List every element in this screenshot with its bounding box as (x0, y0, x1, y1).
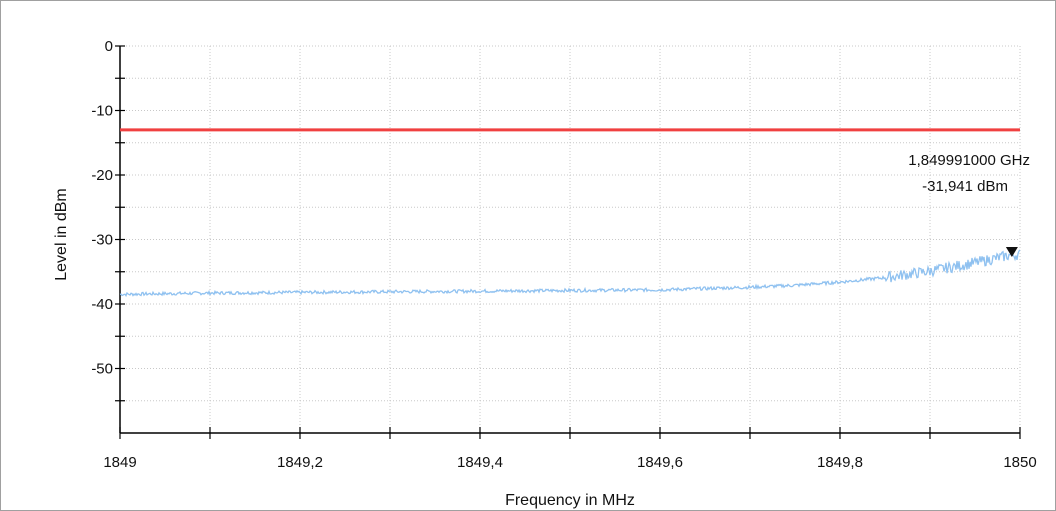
x-ticks: 1849 1849,2 1849,4 1849,6 1849,8 1850 (103, 427, 1037, 471)
y-tick-label: -50 (91, 361, 113, 378)
x-tick-label: 1849,8 (817, 454, 863, 471)
x-tick-label: 1850 (1003, 454, 1036, 471)
marker-frequency-label: 1,849991000 GHz (908, 152, 1030, 169)
y-tick-label: 0 (105, 38, 113, 55)
y-tick-label: -30 (91, 232, 113, 249)
y-ticks: 0 -10 -20 -30 -40 -50 (91, 38, 125, 402)
x-tick-label: 1849 (103, 454, 136, 471)
marker-level-label: -31,941 dBm (922, 178, 1008, 195)
x-tick-label: 1849,2 (277, 454, 323, 471)
traces (119, 249, 1021, 297)
y-tick-label: -40 (91, 296, 113, 313)
y-axis-title: Level in dBm (53, 188, 70, 281)
marker-triangle-icon[interactable] (1005, 247, 1018, 258)
x-tick-label: 1849,4 (457, 454, 503, 471)
x-axis-title: Frequency in MHz (505, 492, 635, 509)
spectrum-trace (119, 249, 1021, 297)
x-tick-label: 1849,6 (637, 454, 683, 471)
y-tick-label: -10 (91, 103, 113, 120)
grid (120, 45, 1021, 433)
y-tick-label: -20 (91, 167, 113, 184)
